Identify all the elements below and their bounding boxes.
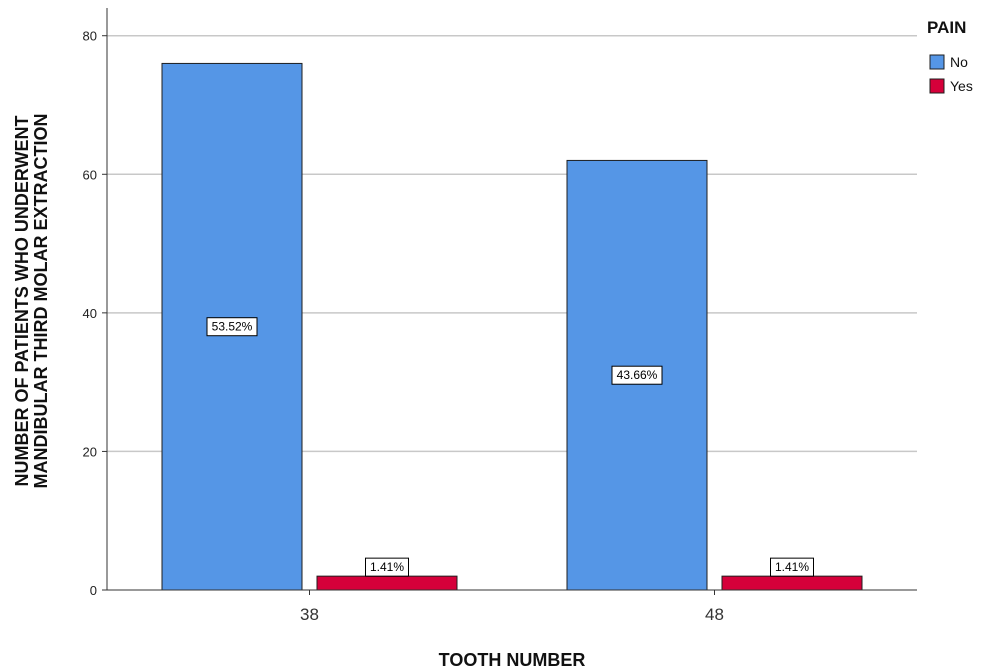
data-label-no-48: 43.66% [617,368,658,382]
x-tick-label-48: 48 [705,605,724,624]
y-tick-label-40: 40 [83,306,97,321]
legend-title: PAIN [927,18,966,37]
y-axis-ticks: 0 20 40 60 80 [83,29,107,598]
data-label-box-no-48 [611,365,663,385]
y-axis-title-line-1: NUMBER OF PATIENTS WHO UNDERWENT [12,116,32,487]
data-label-yes-48: 1.41% [775,560,809,574]
y-tick-label-0: 0 [90,583,97,598]
x-axis-title: TOOTH NUMBER [439,650,586,670]
legend-label-no: No [950,54,968,70]
data-label-box-yes-38 [365,557,409,577]
legend-swatch-no [929,54,945,70]
data-label-yes-38: 1.41% [370,560,404,574]
bar-yes-48 [721,575,863,591]
legend-label-yes: Yes [950,78,973,94]
legend-swatch-yes [929,78,945,94]
bar-no-38 [161,62,303,591]
y-axis-title-line-2: MANDIBULAR THIRD MOLAR EXTRACTION [31,114,51,489]
legend: PAIN No Yes [927,18,973,94]
y-tick-label-60: 60 [83,167,97,182]
x-tick-label-38: 38 [300,605,319,624]
y-tick-label-80: 80 [83,29,97,44]
data-label-box-yes-48 [770,557,814,577]
x-axis-ticks: 38 48 [300,590,724,624]
y-tick-label-20: 20 [83,444,97,459]
data-label-no-38: 53.52% [212,320,253,334]
bar-labels: 53.52% 1.41% 43.66% 1.41% [206,317,814,577]
bars [161,62,863,591]
bar-yes-38 [316,575,458,591]
data-label-box-no-38 [206,317,258,337]
